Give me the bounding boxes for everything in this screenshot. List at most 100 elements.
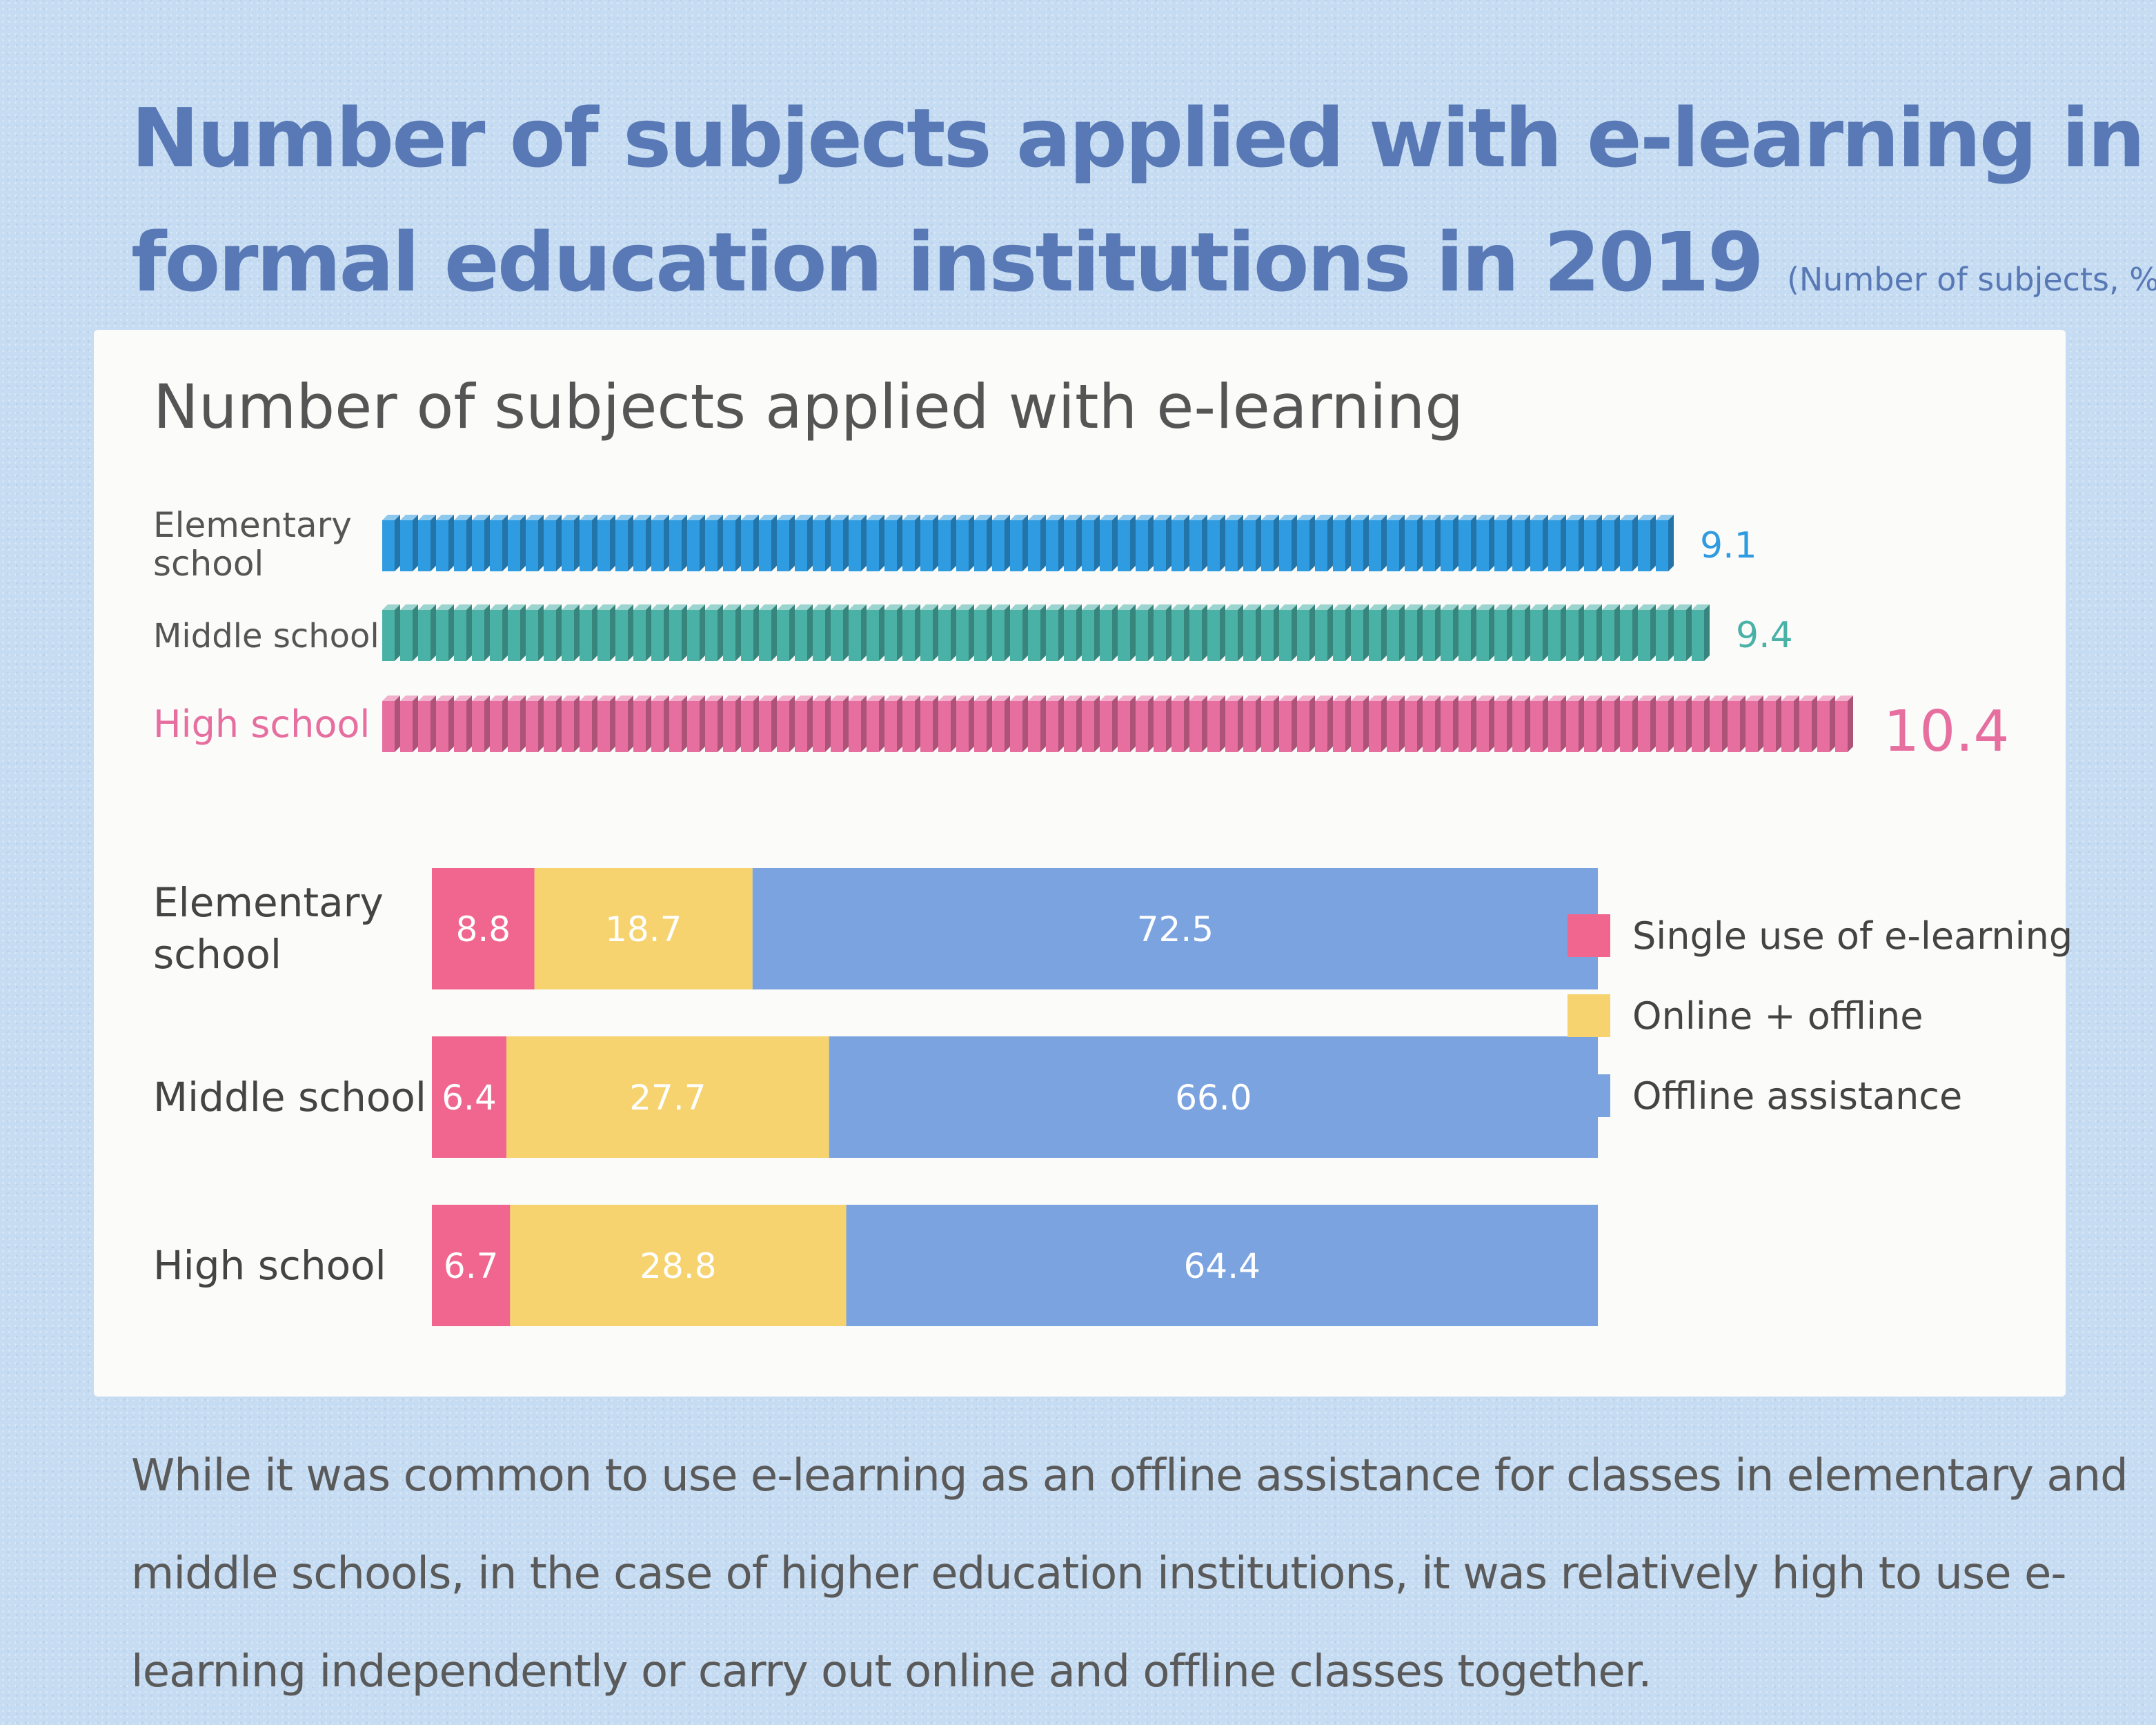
book-side-middle xyxy=(574,604,580,661)
stacked-bar-elementary-online-offline xyxy=(534,868,753,989)
book-top-middle xyxy=(974,604,992,610)
book-elementary xyxy=(1423,520,1435,571)
book-side-elementary xyxy=(1166,515,1171,571)
title-line-1: Number of subjects applied with e-learni… xyxy=(131,90,2146,186)
book-middle xyxy=(956,610,969,661)
book-top-high xyxy=(1171,696,1189,701)
book-side-elementary xyxy=(735,515,741,571)
book-side-middle xyxy=(1471,604,1476,661)
book-middle xyxy=(1297,610,1309,661)
book-middle xyxy=(1494,610,1507,661)
title-line-2-text: formal education institutions in 2019 xyxy=(131,215,1764,310)
book-side-elementary xyxy=(969,515,974,571)
book-side-middle xyxy=(969,604,974,661)
book-top-elementary xyxy=(1602,515,1620,520)
book-side-elementary xyxy=(592,515,597,571)
book-middle xyxy=(669,610,682,661)
book-top-elementary xyxy=(867,515,884,520)
chart-subtitle: Number of subjects applied with e-learni… xyxy=(153,371,1464,442)
book-top-elementary xyxy=(777,515,795,520)
book-side-middle xyxy=(1040,604,1046,661)
book-top-elementary xyxy=(1171,515,1189,520)
book-side-elementary xyxy=(1112,515,1118,571)
book-top-high xyxy=(1207,696,1225,701)
chart-card: Number of subjects applied with e-learni… xyxy=(94,330,2073,1397)
stacked-bar-elementary-single xyxy=(432,868,535,989)
book-elementary xyxy=(813,520,825,571)
book-side-high xyxy=(413,696,418,752)
book-side-middle xyxy=(664,604,669,661)
book-top-high xyxy=(902,696,920,701)
book-high xyxy=(1566,701,1579,752)
book-top-high xyxy=(1279,696,1297,701)
book-side-middle xyxy=(1148,604,1154,661)
book-middle xyxy=(1441,610,1453,661)
book-top-elementary xyxy=(1189,515,1207,520)
book-middle xyxy=(1100,610,1112,661)
book-top-high xyxy=(1781,696,1799,701)
book-top-high xyxy=(1225,696,1243,701)
book-top-elementary xyxy=(580,515,597,520)
book-top-high xyxy=(1458,696,1476,701)
book-top-middle xyxy=(759,604,777,610)
book-side-high xyxy=(448,696,454,752)
book-side-elementary xyxy=(1668,515,1674,571)
book-top-high xyxy=(1315,696,1333,701)
book-side-high xyxy=(843,696,849,752)
book-top-elementary xyxy=(1476,515,1494,520)
book-high xyxy=(633,701,646,752)
book-high xyxy=(1674,701,1686,752)
book-top-high xyxy=(1064,696,1082,701)
book-top-middle xyxy=(1441,604,1458,610)
book-top-elementary xyxy=(1315,515,1333,520)
book-middle xyxy=(1010,610,1022,661)
book-side-high xyxy=(1345,696,1351,752)
book-side-high xyxy=(1166,696,1171,752)
book-side-elementary xyxy=(771,515,777,571)
book-side-elementary xyxy=(484,515,490,571)
book-side-elementary xyxy=(1453,515,1458,571)
book-top-elementary xyxy=(956,515,974,520)
book-high xyxy=(1064,701,1076,752)
book-high xyxy=(687,701,700,752)
book-middle xyxy=(651,610,664,661)
book-top-high xyxy=(1728,696,1745,701)
book-top-middle xyxy=(1261,604,1279,610)
book-high xyxy=(1333,701,1345,752)
book-side-middle xyxy=(682,604,687,661)
book-elementary xyxy=(1136,520,1148,571)
book-elementary xyxy=(490,520,502,571)
book-top-high xyxy=(562,696,580,701)
book-side-high xyxy=(987,696,992,752)
book-middle xyxy=(615,610,628,661)
book-top-middle xyxy=(777,604,795,610)
book-side-high xyxy=(1632,696,1638,752)
book-top-high xyxy=(741,696,759,701)
book-high xyxy=(526,701,538,752)
book-middle xyxy=(1225,610,1238,661)
book-top-high xyxy=(1817,696,1835,701)
book-high xyxy=(759,701,771,752)
book-top-high xyxy=(1692,696,1710,701)
book-middle xyxy=(884,610,897,661)
book-side-high xyxy=(1453,696,1458,752)
book-top-high xyxy=(1028,696,1046,701)
book-side-middle xyxy=(1614,604,1620,661)
book-elementary xyxy=(1225,520,1238,571)
book-top-middle xyxy=(436,604,454,610)
book-top-middle xyxy=(580,604,597,610)
book-top-middle xyxy=(867,604,884,610)
book-side-high xyxy=(789,696,795,752)
book-high xyxy=(1046,701,1058,752)
book-top-elementary xyxy=(1548,515,1566,520)
book-elementary xyxy=(418,520,431,571)
book-side-middle xyxy=(1399,604,1405,661)
stacked-label-elementary-online-offline: 18.7 xyxy=(605,909,682,949)
book-top-middle xyxy=(1154,604,1171,610)
book-side-elementary xyxy=(1292,515,1297,571)
book-top-elementary xyxy=(992,515,1010,520)
book-top-high xyxy=(992,696,1010,701)
book-elementary xyxy=(1297,520,1309,571)
book-side-elementary xyxy=(431,515,436,571)
book-side-high xyxy=(951,696,956,752)
